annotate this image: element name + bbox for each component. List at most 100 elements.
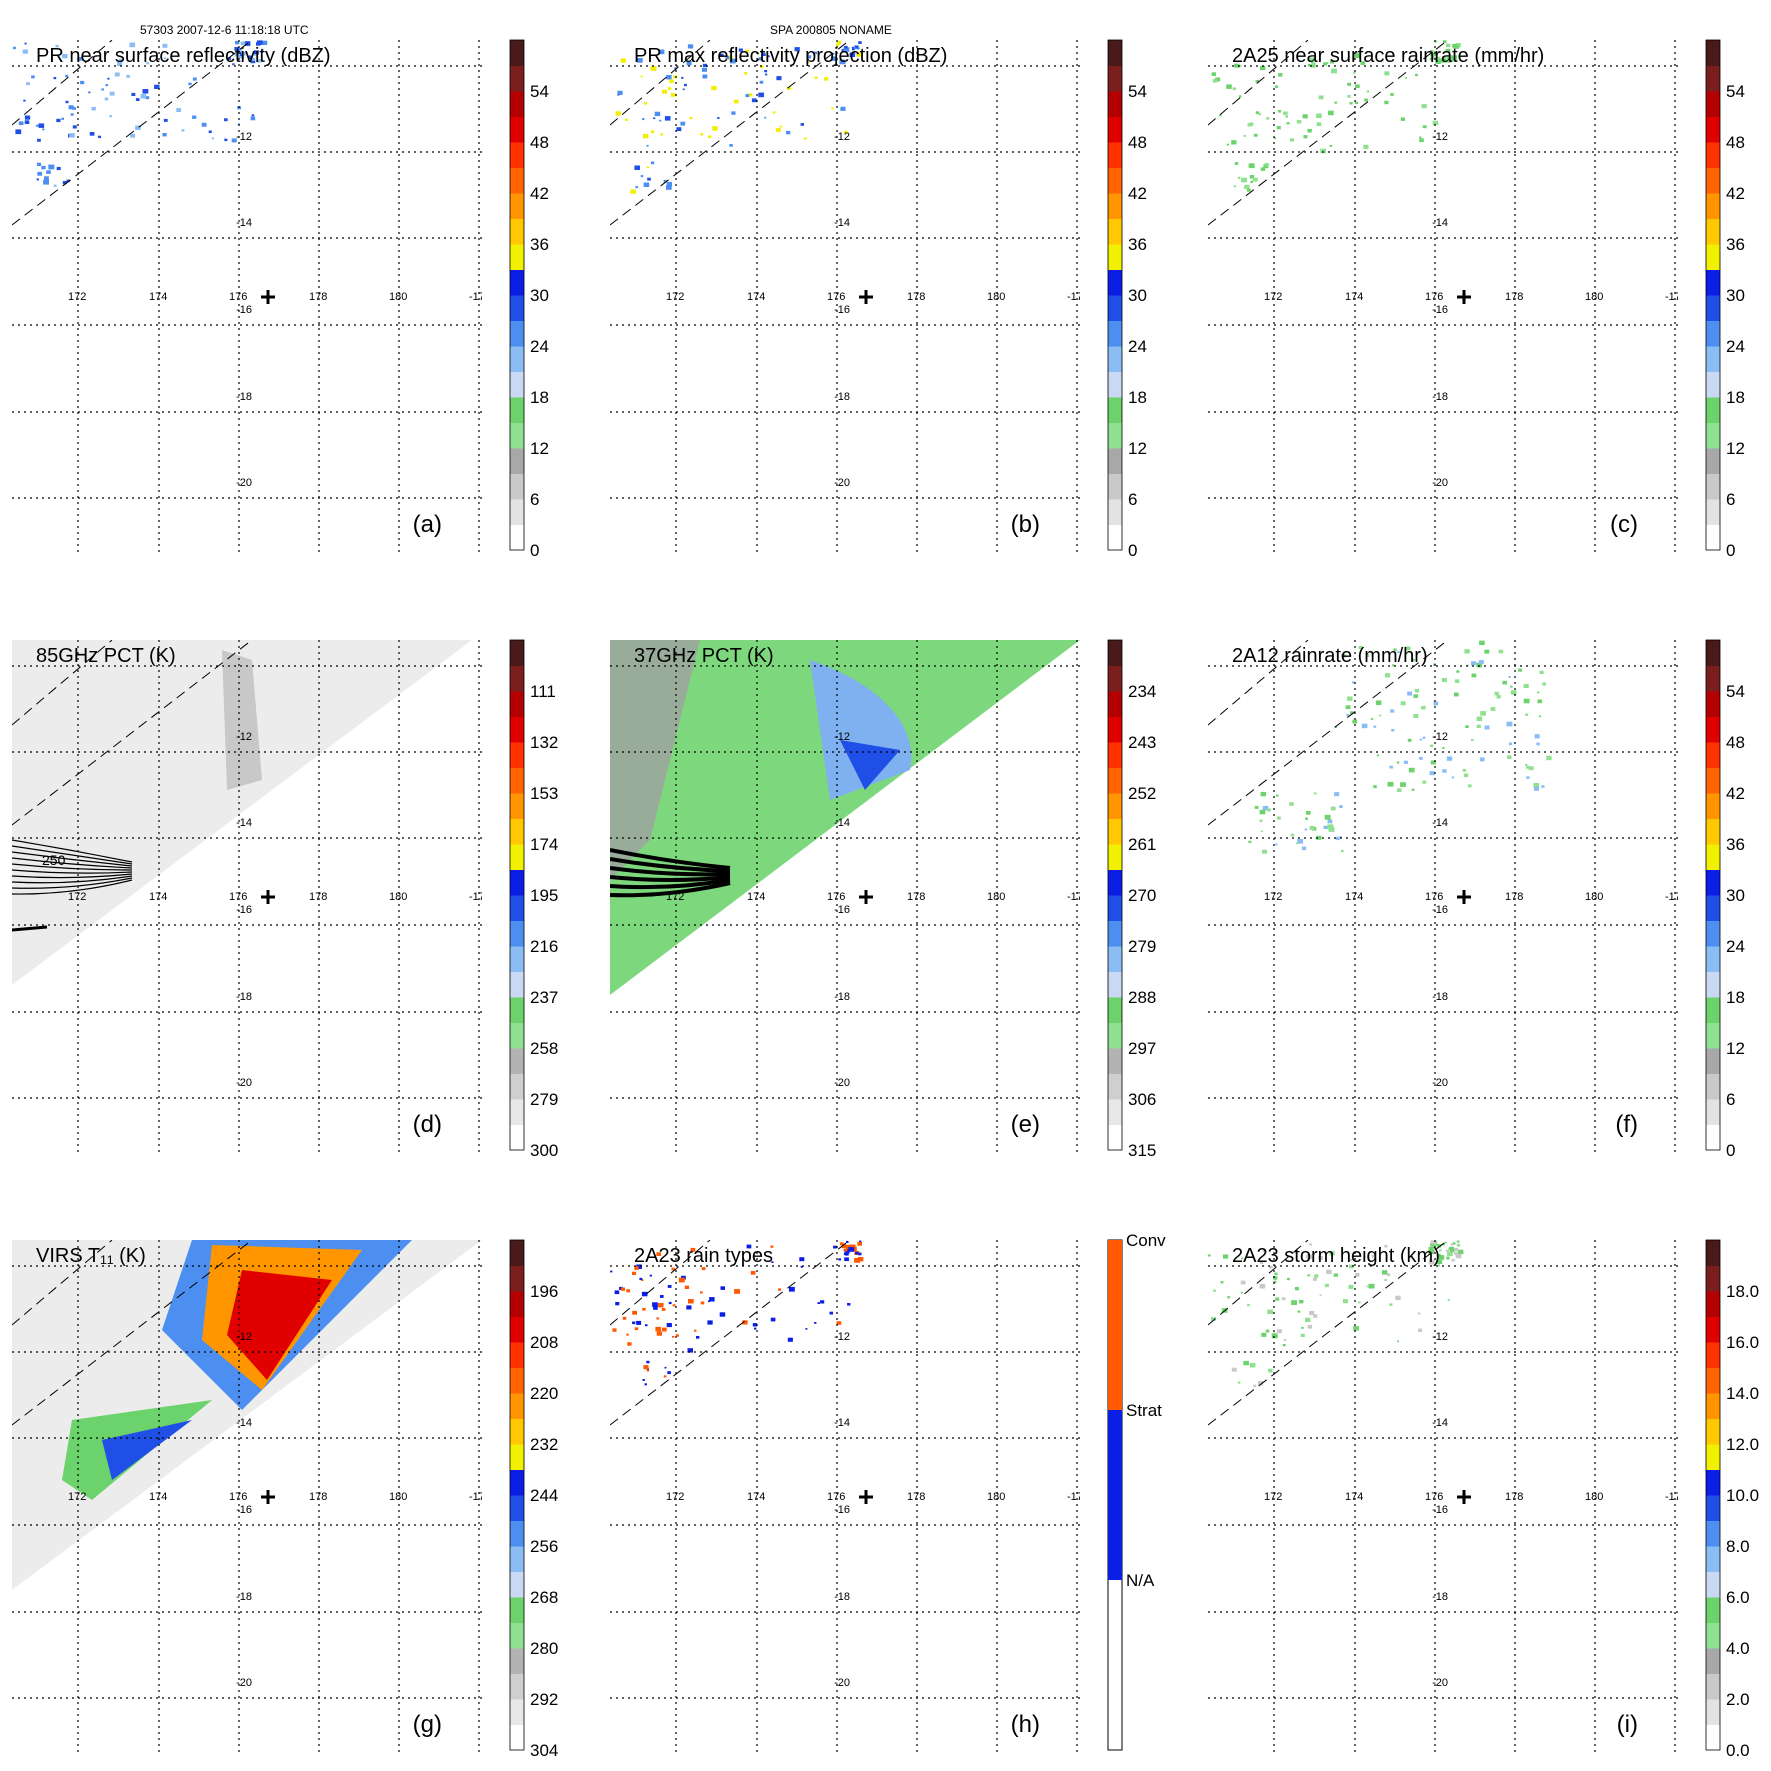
colorbar: N/A Strat Conv <box>1107 1231 1166 1751</box>
colorbar-label: 54 <box>1726 82 1745 101</box>
rain-pixel <box>824 77 829 81</box>
colorbar-label: 111 <box>530 682 556 701</box>
rain-pixel <box>1334 792 1340 797</box>
rain-pixel <box>1413 714 1419 719</box>
longitude-label: 180 <box>1585 291 1603 303</box>
rain-pixel <box>640 175 644 178</box>
rain-pixel <box>88 91 91 94</box>
rain-pixel <box>1446 56 1451 59</box>
colorbar-label: 0.0 <box>1726 1741 1750 1760</box>
rain-pixel <box>1349 1258 1353 1261</box>
colorbar-band <box>1706 193 1720 219</box>
colorbar-band <box>510 320 524 347</box>
latitude-label: -14 <box>1432 1417 1448 1429</box>
colorbar-band <box>1108 448 1122 474</box>
longitude-label: 176 <box>229 891 247 903</box>
storm-center-marker <box>859 290 873 304</box>
rain-pixel <box>1320 148 1326 154</box>
rain-pixel <box>1436 1244 1441 1248</box>
rain-pixel <box>1428 1249 1434 1255</box>
rain-pixel <box>1405 646 1411 651</box>
rain-pixel <box>838 1258 841 1261</box>
storm-center-marker <box>1457 1490 1471 1504</box>
longitude-label: 178 <box>907 291 925 303</box>
latitude-label: -18 <box>1432 1591 1448 1603</box>
rain-pixel <box>661 1308 666 1311</box>
latitude-label: -16 <box>1432 1504 1448 1516</box>
colorbar-band <box>1706 1393 1720 1419</box>
rain-pixel <box>1227 1296 1231 1299</box>
rain-pixel <box>251 114 255 117</box>
rain-pixel <box>1430 1240 1436 1245</box>
colorbar-label: 243 <box>1128 733 1156 752</box>
rain-pixel <box>813 51 818 55</box>
rain-pixel <box>1450 1243 1454 1246</box>
longitude-label: -178 <box>469 891 491 903</box>
panel-title: 2A25 near surface rainrate (mm/hr) <box>1232 45 1544 67</box>
rain-pixel <box>1413 694 1418 698</box>
rain-pixel <box>72 125 77 129</box>
rain-pixel <box>1334 101 1338 104</box>
rain-pixel <box>734 1289 740 1294</box>
rain-pixel <box>1434 40 1438 43</box>
rain-pixel <box>1249 175 1255 179</box>
rain-pixel <box>681 76 684 79</box>
colorbar-band <box>510 1597 524 1623</box>
rain-pixel <box>800 123 804 126</box>
rain-pixel <box>763 52 766 55</box>
latitude-label: -20 <box>834 1677 850 1689</box>
rain-pixel <box>1309 1243 1312 1246</box>
swath-edge-line <box>610 1240 851 1426</box>
rain-pixel <box>646 1368 649 1371</box>
rain-pixel <box>1360 61 1365 65</box>
longitude-label: -178 <box>1665 891 1687 903</box>
rain-pixel <box>832 53 835 55</box>
rain-pixel <box>856 52 862 57</box>
longitude-label: 174 <box>747 291 765 303</box>
rain-pixel <box>1429 57 1434 61</box>
rain-pixel <box>1352 71 1356 74</box>
rain-pixel <box>665 185 672 190</box>
rain-pixel <box>1446 43 1451 48</box>
rain-pixel <box>1371 718 1374 720</box>
storm-name-label: SPA 200805 NONAME <box>770 23 892 37</box>
latitude-label: -12 <box>1432 1331 1448 1343</box>
swath-edge-line <box>12 640 253 826</box>
colorbar: 0 6 12 18 24 30 36 42 48 54 <box>1705 639 1745 1160</box>
rain-pixel <box>1255 111 1260 115</box>
rain-pixel <box>636 1320 642 1325</box>
rain-pixel <box>1439 1249 1442 1252</box>
colorbar-band <box>1108 1124 1122 1151</box>
longitude-label: 172 <box>1264 291 1282 303</box>
rain-pixel <box>1539 670 1544 674</box>
rain-pixel <box>1247 1304 1250 1307</box>
rain-pixel <box>1247 123 1252 127</box>
rain-pixel <box>1211 1317 1216 1321</box>
rain-pixel <box>1463 773 1469 778</box>
longitude-label: 174 <box>1345 891 1363 903</box>
contour-line <box>12 839 133 863</box>
colorbar-band <box>1706 640 1720 666</box>
swath-edge-line <box>1208 640 1449 826</box>
rain-pixel <box>857 1241 862 1246</box>
rain-pixel <box>1414 688 1420 693</box>
rain-pixel <box>836 1321 842 1325</box>
rain-pixel <box>23 99 26 102</box>
rain-pixel <box>1330 806 1336 811</box>
rain-pixel <box>1264 163 1269 167</box>
latitude-label: -12 <box>1432 731 1448 743</box>
rain-pixel <box>626 1333 629 1336</box>
rain-pixel <box>1271 1333 1278 1339</box>
colorbar-frame <box>1107 39 1123 551</box>
rain-pixel <box>1243 135 1246 137</box>
longitude-label: 174 <box>747 1491 765 1503</box>
rain-pixel <box>666 182 672 187</box>
rain-pixel <box>1276 816 1281 820</box>
rain-pixel <box>1313 792 1317 795</box>
rain-pixel <box>56 118 61 123</box>
rain-pixel <box>1358 645 1363 650</box>
rain-pixel <box>751 98 757 103</box>
colorbar-band <box>510 1571 524 1598</box>
colorbar-label: 24 <box>530 337 549 356</box>
rain-pixel <box>1241 177 1247 183</box>
